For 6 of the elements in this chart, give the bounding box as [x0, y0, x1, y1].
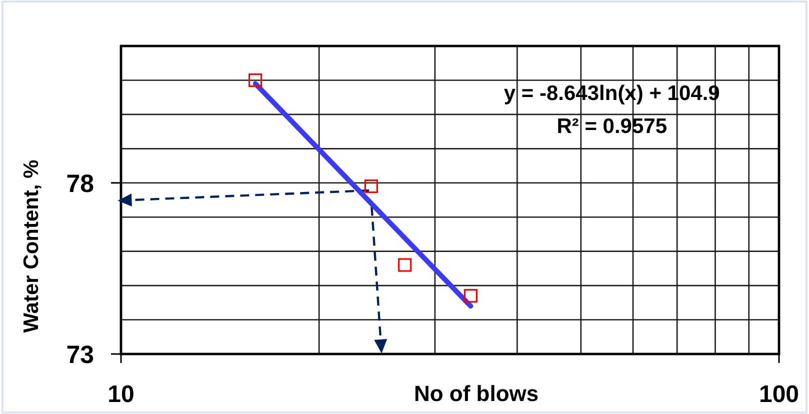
y-tick-label: 73	[66, 341, 94, 369]
x-axis-title: No of blows	[414, 381, 539, 406]
x-tick-label: 100	[758, 381, 800, 408]
x-tick-label: 10	[108, 381, 134, 408]
y-axis-title: Water Content, %	[20, 159, 43, 333]
y-tick-label: 78	[66, 170, 94, 198]
